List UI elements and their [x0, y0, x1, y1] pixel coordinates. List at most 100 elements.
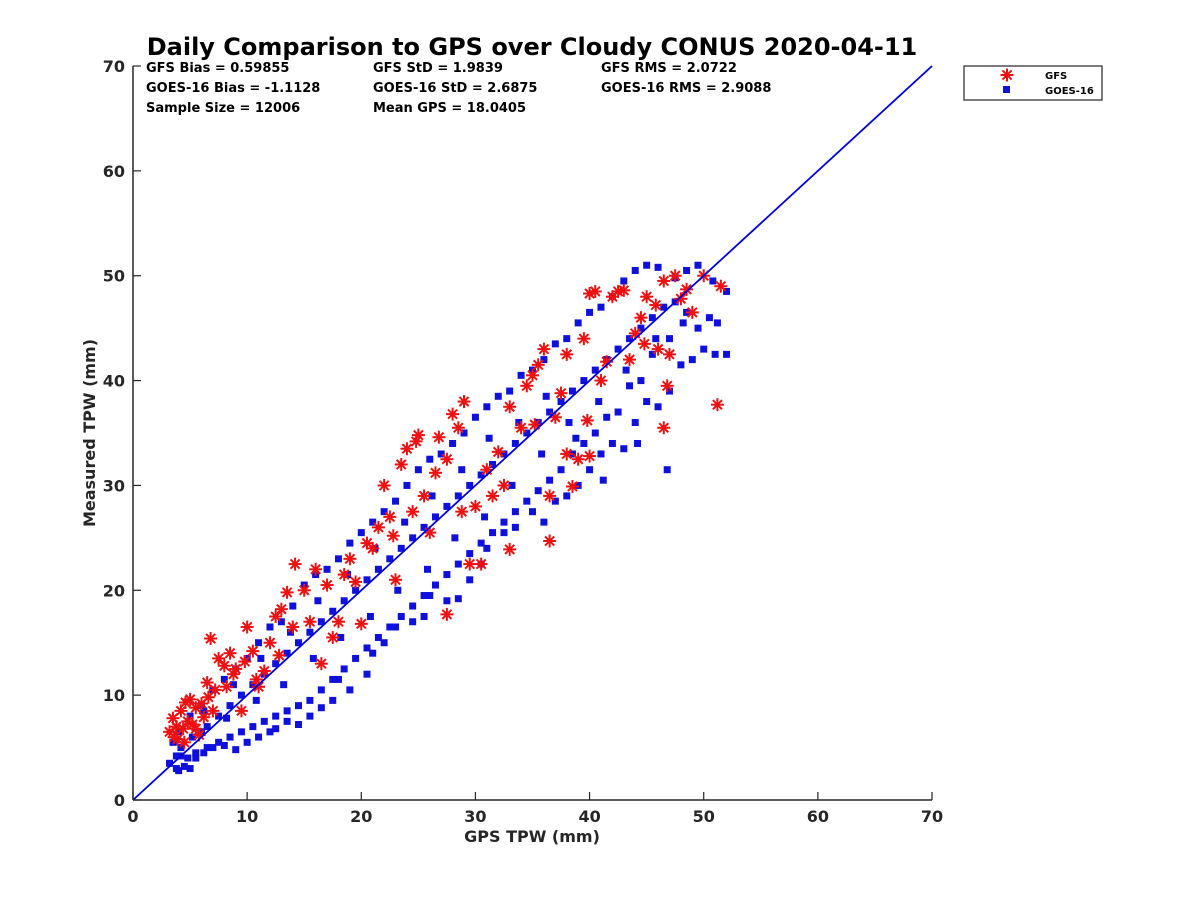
gfs-point — [331, 615, 345, 629]
stat-goes-rms: GOES-16 RMS = 2.9088 — [601, 81, 771, 96]
goes16-point — [266, 728, 274, 736]
goes16-point — [369, 649, 377, 657]
x-axis-title: GPS TPW (mm) — [464, 827, 600, 846]
goes16-point — [428, 492, 436, 500]
goes16-point — [449, 439, 457, 447]
legend: GFS GOES-16 — [963, 65, 1103, 101]
gfs-point — [226, 667, 240, 681]
goes16-point — [648, 350, 656, 358]
gfs-point — [269, 610, 283, 623]
goes16-point — [314, 597, 322, 605]
goes16-point — [309, 654, 317, 662]
goes16-point — [580, 377, 588, 385]
goes16-point — [209, 744, 217, 752]
gfs-point — [257, 664, 271, 678]
goes16-point — [546, 476, 554, 484]
goes16-point — [277, 618, 285, 626]
goes16-point — [306, 696, 314, 704]
goes16-point — [620, 277, 628, 285]
stat-gfs-std: GFS StD = 1.9839 — [373, 61, 503, 76]
x-tick-label: 60 — [807, 807, 829, 826]
gfs-point — [662, 347, 676, 361]
goes16-point — [652, 335, 660, 343]
goes16-point — [663, 466, 671, 474]
gfs-point — [189, 701, 203, 715]
goes16-point — [529, 508, 536, 516]
goes16-point — [546, 408, 554, 416]
goes16-point — [363, 576, 371, 584]
goes16-point — [466, 481, 474, 489]
goes16-point — [220, 741, 228, 749]
goes16-point — [542, 392, 550, 400]
gfs-point — [377, 478, 391, 492]
gfs-point — [220, 680, 234, 694]
goes16-point — [409, 602, 417, 610]
goes16-point — [511, 439, 519, 447]
goes16-point — [188, 733, 196, 741]
goes16-point — [317, 618, 325, 626]
goes16-point — [334, 555, 342, 563]
goes16-point — [215, 738, 223, 746]
goes16-point — [363, 644, 371, 652]
goes16-point — [374, 565, 382, 573]
goes16-point — [622, 366, 630, 374]
goes16-point — [177, 744, 185, 752]
goes16-point — [426, 592, 434, 600]
goes16-point — [397, 544, 405, 552]
goes16-point — [403, 481, 411, 489]
gfs-point — [349, 575, 363, 589]
goes16-point — [329, 696, 337, 704]
goes16-point — [169, 738, 177, 746]
gfs-point — [657, 421, 671, 435]
gfs-point — [543, 489, 557, 503]
gfs-point — [503, 400, 517, 414]
gfs-point — [617, 283, 631, 297]
goes16-point — [192, 749, 200, 757]
gfs-point — [366, 541, 380, 555]
goes16-point — [443, 597, 451, 605]
goes16-point — [511, 523, 519, 531]
goes16-point — [586, 308, 594, 316]
goes16-point — [654, 403, 662, 411]
goes16-point — [679, 319, 687, 327]
gfs-point — [201, 690, 215, 704]
goes16-point — [523, 429, 531, 437]
gfs-point — [571, 452, 585, 466]
y-tick-label: 10 — [103, 686, 125, 705]
goes16-point — [637, 377, 645, 385]
goes16-point — [426, 455, 434, 463]
goes16-point — [249, 723, 257, 731]
goes16-point — [614, 408, 622, 416]
x-axis-ticks: 0 10 20 30 40 50 60 70 — [127, 792, 943, 826]
gfs-point — [577, 332, 591, 346]
gfs-point — [660, 379, 674, 393]
goes16-point — [626, 335, 634, 343]
goes16-point — [443, 502, 451, 510]
legend-gfs-asterisk — [1000, 68, 1014, 82]
gfs-point — [386, 529, 400, 543]
goes16-point — [466, 550, 474, 558]
goes16-point — [192, 754, 200, 762]
goes16-point — [523, 497, 531, 505]
gfs-point — [314, 657, 328, 671]
x-tick-label: 20 — [350, 807, 372, 826]
goes16-point — [565, 419, 573, 427]
gfs-point — [217, 659, 231, 673]
x-tick-label: 0 — [127, 807, 138, 826]
goes16-point — [237, 691, 245, 699]
goes16-point — [357, 529, 365, 537]
y-axis-title: Measured TPW (mm) — [80, 339, 99, 527]
goes16-point — [329, 675, 337, 683]
goes16-point — [409, 534, 417, 542]
gfs-point — [565, 479, 579, 493]
goes16-point — [620, 445, 628, 453]
goes16-point — [538, 450, 546, 458]
goes16-point — [334, 675, 342, 683]
goes16-point — [200, 749, 208, 757]
goes16-point — [283, 707, 291, 715]
gfs-point — [177, 735, 191, 749]
goes16-point — [568, 387, 576, 395]
gfs-point — [560, 347, 574, 361]
gfs-point — [181, 714, 195, 728]
